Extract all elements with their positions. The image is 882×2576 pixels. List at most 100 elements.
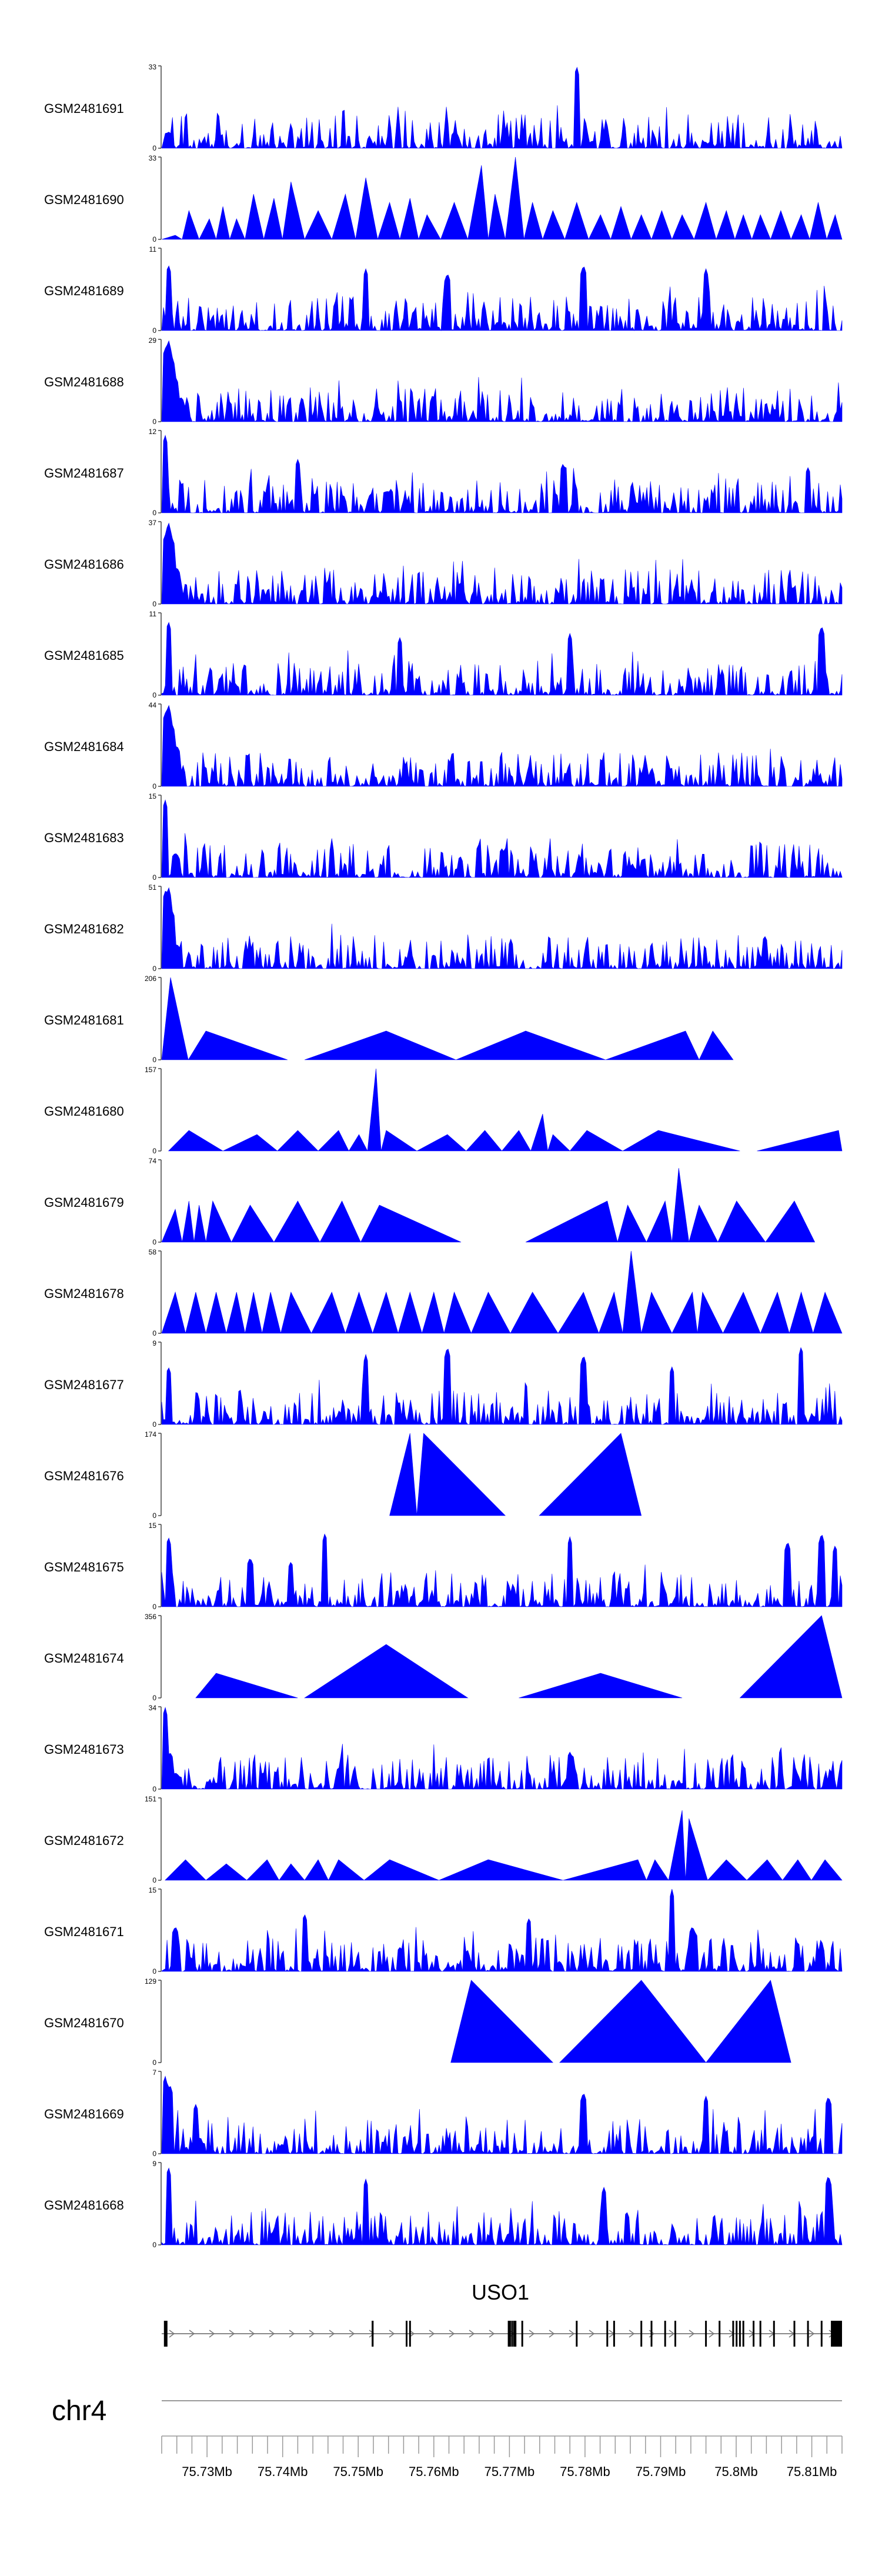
intron-chevron — [569, 2330, 575, 2338]
gene-start-block — [163, 2321, 168, 2347]
exon — [719, 2321, 721, 2347]
track-gsm2481671: GSM2481671 15 0 — [44, 1886, 843, 1976]
track-gsm2481681: GSM2481681 206 0 — [44, 975, 734, 1064]
exon — [640, 2321, 643, 2347]
track-label: GSM2481673 — [44, 1742, 124, 1757]
track-label: GSM2481678 — [44, 1286, 124, 1301]
track-label: GSM2481679 — [44, 1195, 124, 1210]
track-gsm2481691: GSM2481691 33 0 — [44, 63, 843, 152]
y-min-label: 0 — [152, 2058, 156, 2067]
intron-chevron — [489, 2330, 495, 2338]
track-gsm2481677: GSM2481677 9 0 — [44, 1339, 843, 1429]
exon — [736, 2321, 738, 2347]
y-max-label: 15 — [149, 1521, 157, 1530]
y-max-label: 12 — [149, 428, 157, 436]
coverage-tracks: GSM2481691330GSM2481690330GSM2481689110G… — [44, 63, 843, 2249]
exon — [759, 2321, 761, 2347]
track-label: GSM2481677 — [44, 1377, 124, 1392]
tick-label: 75.81Mb — [787, 2464, 837, 2479]
y-max-label: 33 — [149, 63, 157, 71]
intron-chevron — [709, 2330, 715, 2338]
track-label: GSM2481675 — [44, 1560, 124, 1574]
coverage-area — [161, 2076, 843, 2155]
y-min-label: 0 — [152, 600, 156, 608]
intron-chevron — [249, 2330, 255, 2338]
y-max-label: 356 — [145, 1613, 156, 1621]
tick-label: 75.76Mb — [409, 2464, 459, 2479]
coverage-area — [161, 156, 843, 240]
tick-label: 75.75Mb — [333, 2464, 383, 2479]
y-min-label: 0 — [152, 1147, 156, 1155]
coverage-area — [168, 1068, 843, 1152]
intron-chevron — [629, 2330, 635, 2338]
coverage-area — [161, 1533, 843, 1608]
exon — [513, 2321, 515, 2347]
track-gsm2481668: GSM2481668 9 0 — [44, 2160, 843, 2249]
y-max-label: 11 — [149, 610, 157, 618]
intron-chevron — [209, 2330, 215, 2338]
intron-chevron — [349, 2330, 355, 2338]
coverage-area — [161, 2167, 843, 2246]
track-gsm2481683: GSM2481683 15 0 — [44, 792, 843, 882]
y-max-label: 34 — [149, 1704, 157, 1712]
exon — [613, 2321, 615, 2347]
exon — [753, 2321, 755, 2347]
track-label: GSM2481687 — [44, 466, 124, 481]
intron-chevron — [289, 2330, 295, 2338]
track-gsm2481685: GSM2481685 11 0 — [44, 610, 843, 699]
y-max-label: 9 — [152, 1339, 156, 1347]
track-label: GSM2481689 — [44, 283, 124, 298]
intron-chevron — [808, 2330, 815, 2338]
y-max-label: 51 — [149, 883, 157, 892]
y-min-label: 0 — [152, 509, 156, 517]
intron-chevron — [689, 2330, 695, 2338]
track-gsm2481678: GSM2481678 58 0 — [44, 1248, 843, 1337]
y-min-label: 0 — [152, 1238, 156, 1246]
exon — [511, 2321, 513, 2347]
coverage-area — [161, 435, 843, 514]
y-max-label: 206 — [145, 975, 156, 983]
intron-chevron — [389, 2330, 395, 2338]
exon — [664, 2321, 666, 2347]
exon — [732, 2321, 734, 2347]
y-max-label: 29 — [149, 336, 157, 345]
y-max-label: 74 — [149, 1157, 157, 1165]
y-min-label: 0 — [152, 873, 156, 882]
y-min-label: 0 — [152, 1603, 156, 1611]
tick-label: 75.74Mb — [258, 2464, 308, 2479]
y-min-label: 0 — [152, 1329, 156, 1337]
track-gsm2481674: GSM2481674 356 0 — [44, 1613, 843, 1702]
track-gsm2481673: GSM2481673 34 0 — [44, 1704, 843, 1793]
chromosome-track: chr4 — [52, 2395, 842, 2427]
exon — [406, 2321, 407, 2347]
intron-chevron — [429, 2330, 435, 2338]
gene-exons — [163, 2321, 842, 2347]
y-min-label: 0 — [152, 965, 156, 973]
y-min-label: 0 — [152, 326, 156, 335]
intron-chevron — [469, 2330, 475, 2338]
y-min-label: 0 — [152, 1876, 156, 1884]
tick-label: 75.78Mb — [560, 2464, 610, 2479]
y-max-label: 15 — [149, 792, 157, 800]
track-gsm2481689: GSM2481689 11 0 — [44, 245, 843, 335]
track-label: GSM2481691 — [44, 101, 124, 116]
exon — [507, 2321, 510, 2347]
y-min-label: 0 — [152, 691, 156, 699]
track-gsm2481684: GSM2481684 44 0 — [44, 701, 843, 790]
y-max-label: 157 — [145, 1066, 156, 1074]
track-gsm2481676: GSM2481676 174 0 — [44, 1430, 642, 1520]
coverage-area — [161, 66, 843, 149]
coverage-area — [161, 1167, 816, 1243]
intron-chevron — [589, 2330, 595, 2338]
coverage-area — [161, 887, 843, 970]
intron-chevron — [189, 2330, 195, 2338]
y-min-label: 0 — [152, 2241, 156, 2249]
tick-label: 75.77Mb — [485, 2464, 535, 2479]
chromosome-label: chr4 — [52, 2395, 106, 2427]
exon — [650, 2321, 653, 2347]
exon — [372, 2321, 374, 2347]
y-min-label: 0 — [152, 782, 156, 790]
y-max-label: 9 — [152, 2160, 156, 2168]
track-label: GSM2481672 — [44, 1833, 124, 1848]
